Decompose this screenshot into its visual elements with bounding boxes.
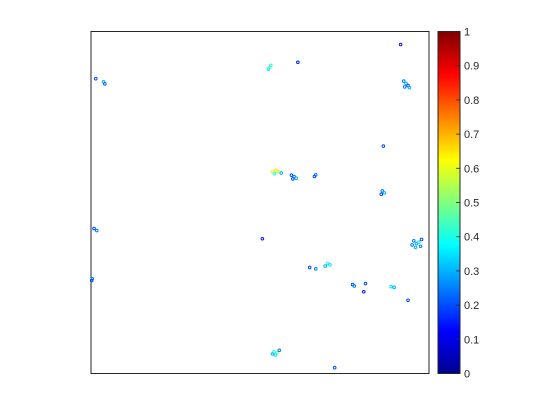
colorbar-tick-label: 0.3 bbox=[464, 266, 479, 278]
colorbar-tick-label: 0.7 bbox=[464, 129, 479, 141]
plot-area bbox=[90, 32, 429, 374]
colorbar-tick-label: 0.4 bbox=[464, 232, 479, 244]
colorbar-tick-label: 0.5 bbox=[464, 198, 479, 210]
colorbar-tick-label: 0.8 bbox=[464, 95, 479, 107]
colorbar-tick-label: 0.6 bbox=[464, 163, 479, 175]
axes-box bbox=[91, 32, 429, 374]
colorbar-tick-label: 0.1 bbox=[464, 334, 479, 346]
colorbar-tick-label: 1 bbox=[464, 27, 470, 39]
colorbar-tick-label: 0.2 bbox=[464, 300, 479, 312]
colorbar-tick-label: 0 bbox=[464, 369, 470, 381]
colorbar-tick-label: 0.9 bbox=[464, 61, 479, 73]
